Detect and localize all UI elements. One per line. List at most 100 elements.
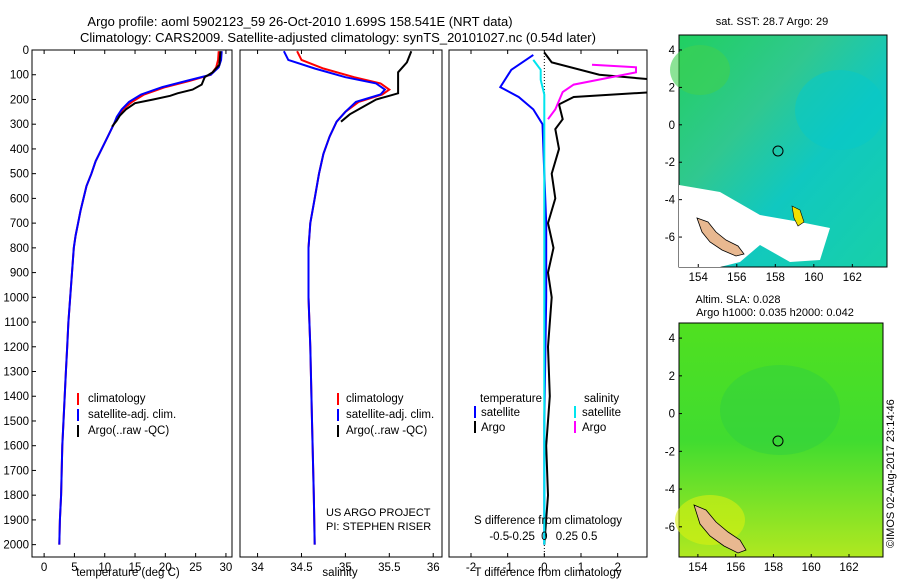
sla_map-ytick-label-5: -6 <box>665 522 675 534</box>
salinity-xtick-label-2: 35 <box>339 562 352 574</box>
temperature-ytick-label-14: 1400 <box>3 391 29 403</box>
sst-map-title: sat. SST: 28.7 Argo: 29 <box>716 16 829 28</box>
sla-map-subtitle: Argo h1000: 0.035 h2000: 0.042 <box>696 307 854 319</box>
difference-xtick-label-2: 0 <box>541 562 547 574</box>
difference-legend-t-satellite: satellite <box>481 407 520 419</box>
sst_map-xtick-label-1: 156 <box>727 272 746 284</box>
title-line-2: Climatology: CARS2009. Satellite-adjuste… <box>80 30 596 45</box>
temperature-xtick-label-6: 30 <box>220 562 233 574</box>
difference-legend-salinity: salinity <box>584 393 619 405</box>
salinity-xtick-label-3: 35.5 <box>378 562 400 574</box>
difference-series-3 <box>547 63 637 120</box>
salinity-xtick-label-0: 34 <box>251 562 264 574</box>
difference-stick-label-4: 0.5 <box>581 531 597 543</box>
temperature-ytick-label-4: 400 <box>10 144 29 156</box>
sla_map-xtick-label-4: 162 <box>839 562 858 574</box>
temperature-ytick-label-2: 200 <box>10 94 29 106</box>
sla-map-title: Altim. SLA: 0.028 <box>696 294 781 306</box>
sst_map-xtick-label-3: 160 <box>804 272 823 284</box>
salinity-xtick-label-1: 34.5 <box>290 562 312 574</box>
salinity-legend-climatology: climatology <box>346 393 404 405</box>
salinity-xlabel: salinity <box>322 567 357 579</box>
difference-legend-s-satellite: satellite <box>582 407 621 419</box>
imos-stamp: ©IMOS 02-Aug-2017 23:14:46 <box>885 399 897 548</box>
temperature-ytick-label-19: 1900 <box>3 515 29 527</box>
difference-series-1 <box>543 51 647 545</box>
salinity-legend-satellite: satellite-adj. clim. <box>346 409 434 421</box>
difference-stick-label-1: -0.25 <box>509 531 535 543</box>
difference-legend-s-argo: Argo <box>582 422 606 434</box>
sst-coastline <box>696 217 745 257</box>
sla_map-ytick-label-3: -2 <box>665 446 675 458</box>
sst_map-ytick-label-5: -6 <box>665 232 675 244</box>
temperature-series-1 <box>58 51 223 545</box>
pi-credit: PI: STEPHEN RISER <box>326 521 431 533</box>
temperature-series-2 <box>111 51 222 128</box>
difference-s-label: S difference from climatology <box>474 515 622 527</box>
sst-warm-patch <box>670 45 730 95</box>
temperature-ytick-label-8: 800 <box>10 243 29 255</box>
sst_map-ytick-label-2: 0 <box>669 120 675 132</box>
difference-t-label: T difference from climatology <box>474 567 621 579</box>
salinity-xtick-label-4: 36 <box>427 562 440 574</box>
temperature-ytick-label-9: 900 <box>10 268 29 280</box>
temperature-ytick-label-7: 700 <box>10 218 29 230</box>
temperature-axes-box <box>31 49 233 558</box>
temperature-ytick-label-5: 500 <box>10 169 29 181</box>
temperature-xtick-label-3: 15 <box>129 562 142 574</box>
difference-legend-temperature: temperature <box>480 393 542 405</box>
project-credit: US ARGO PROJECT <box>326 507 431 519</box>
salinity-axes-box <box>239 49 443 558</box>
temperature-xtick-label-5: 25 <box>189 562 202 574</box>
salinity-panel: 34 34.5 35 35.5 36 salinity climatology sate… <box>239 49 443 579</box>
temperature-xtick-label-2: 10 <box>98 562 111 574</box>
sst_map-ytick-label-0: 4 <box>669 45 676 57</box>
sla-argo-marker <box>772 435 784 447</box>
temperature-ytick-label-15: 1500 <box>3 416 29 428</box>
temperature-ytick-label-3: 300 <box>10 119 29 131</box>
difference-stick-label-3: 0.25 <box>556 531 578 543</box>
temperature-ytick-label-20: 2000 <box>3 540 29 552</box>
sst_map-xtick-label-0: 154 <box>689 272 709 284</box>
sst_map-xtick-label-4: 162 <box>843 272 862 284</box>
temperature-legend-climatology: climatology <box>88 393 146 405</box>
difference-series-2 <box>532 59 546 545</box>
difference-xtick-label-1: -1 <box>503 562 513 574</box>
sla_map-ytick-label-4: -4 <box>665 484 676 496</box>
sla-low-patch <box>720 365 840 455</box>
sla_map-xtick-label-3: 160 <box>802 562 821 574</box>
difference-xtick-label-3: 1 <box>578 562 584 574</box>
difference-legend: temperature salinity satellite Argo sate… <box>474 393 621 434</box>
temperature-ytick-label-12: 1200 <box>3 342 29 354</box>
temperature-ytick-label-17: 1700 <box>3 465 29 477</box>
difference-series-0 <box>498 54 548 545</box>
temperature-ytick-label-1: 100 <box>10 70 29 82</box>
temperature-ytick-label-18: 1800 <box>3 490 29 502</box>
sla_map-xtick-label-0: 154 <box>688 562 708 574</box>
temperature-legend-argo: Argo(..raw -QC) <box>88 425 169 437</box>
temperature-xtick-label-1: 5 <box>71 562 77 574</box>
temperature-ytick-label-6: 600 <box>10 193 29 205</box>
sst-coastline-small <box>791 205 805 227</box>
sla_map-ytick-label-2: 0 <box>669 409 675 421</box>
temperature-ytick-label-13: 1300 <box>3 367 29 379</box>
sst-cool-patch <box>795 70 885 150</box>
title-line-1: Argo profile: aoml 5902123_59 26-Oct-201… <box>87 14 512 29</box>
temperature-ytick-label-11: 1100 <box>4 317 29 329</box>
sst_map-ytick-label-3: -2 <box>665 157 675 169</box>
temperature-ytick-label-16: 1600 <box>3 441 29 453</box>
sst_map-ytick-label-4: -4 <box>665 195 676 207</box>
salinity-legend: climatology satellite-adj. clim. Argo(..… <box>337 393 434 437</box>
sla_map-xtick-label-2: 158 <box>764 562 783 574</box>
sla-map: Altim. SLA: 0.028 Argo h1000: 0.035 h200… <box>665 294 884 574</box>
difference-panel: -2 -1 0 1 2 -0.5 -0.25 0 0.25 0.5 S difference f… <box>448 49 648 579</box>
difference-stick-label-0: -0.5 <box>489 531 509 543</box>
sst_map-xtick-label-2: 158 <box>766 272 785 284</box>
sla-coastline <box>693 504 747 554</box>
temperature-ytick-label-0: 0 <box>23 45 29 57</box>
difference-legend-t-argo: Argo <box>481 422 505 434</box>
difference-xtick-label-0: -2 <box>466 562 476 574</box>
sla_map-xtick-label-1: 156 <box>726 562 745 574</box>
temperature-panel: 0 5 10 15 20 25 30 0 100 200 300 400 500 600 700 800 90… <box>3 45 233 579</box>
